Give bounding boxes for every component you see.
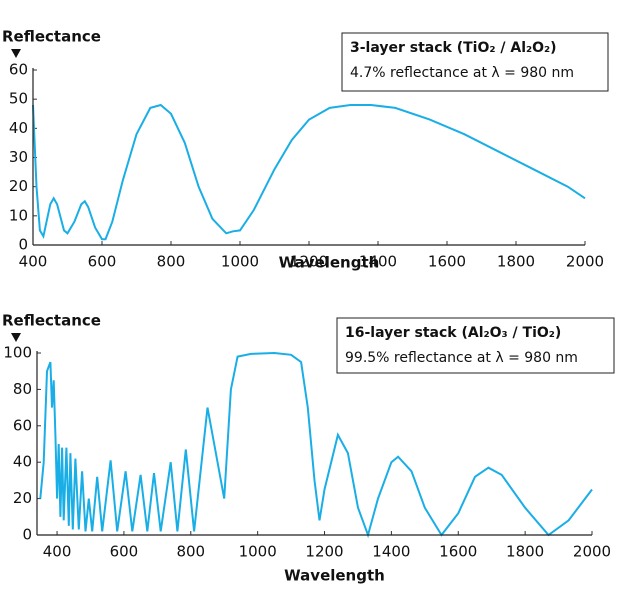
y-tick-label: 40 — [13, 453, 32, 471]
y-tick-label: 30 — [9, 148, 28, 166]
data-line — [32, 103, 586, 241]
y-tick-label: 0 — [22, 526, 32, 544]
x-axis-label: Wavelength — [284, 567, 385, 585]
x-tick-label: 600 — [110, 543, 139, 561]
x-tick-label: 1600 — [428, 253, 466, 271]
x-tick-label: 1200 — [290, 253, 328, 271]
x-tick-label: 2000 — [566, 253, 604, 271]
x-tick-label: 800 — [157, 253, 186, 271]
y-tick-label: 0 — [18, 236, 28, 254]
x-tick-label: 600 — [88, 253, 117, 271]
y-axis-label: Reflectance — [2, 312, 101, 330]
y-axis-label: Reflectance — [2, 28, 101, 46]
data-line — [39, 351, 593, 539]
x-tick-label: 1800 — [497, 253, 535, 271]
y-tick-label: 100 — [3, 344, 32, 362]
annotation-box — [336, 317, 615, 374]
y-axis-arrow — [11, 49, 21, 58]
x-tick-label: 1000 — [239, 543, 277, 561]
y-axis-arrow — [11, 333, 21, 342]
y-tick-label: 20 — [9, 177, 28, 195]
annotation: 99.5% reflectance at λ = 980 nm — [345, 350, 578, 366]
y-tick-label: 60 — [13, 416, 32, 434]
y-tick-label: 40 — [9, 119, 28, 137]
annotation: 4.7% reflectance at λ = 980 nm — [350, 65, 574, 81]
x-tick-label: 400 — [19, 253, 48, 271]
x-tick-label: 1400 — [372, 543, 410, 561]
annotation: 3-layer stack (TiO₂ / Al₂O₂) — [350, 40, 557, 56]
x-tick-label: 1400 — [359, 253, 397, 271]
x-tick-label: 2000 — [573, 543, 611, 561]
x-tick-label: 1200 — [305, 543, 343, 561]
y-tick-label: 60 — [9, 61, 28, 79]
x-tick-label: 800 — [176, 543, 205, 561]
x-tick-label: 1800 — [506, 543, 544, 561]
y-tick-label: 10 — [9, 206, 28, 224]
annotation: 16-layer stack (Al₂O₃ / TiO₂) — [345, 325, 561, 341]
y-tick-label: 20 — [13, 489, 32, 507]
y-tick-label: 50 — [9, 90, 28, 108]
x-axis-label: Wavelength — [279, 254, 380, 272]
x-tick-label: 1600 — [439, 543, 477, 561]
y-tick-label: 80 — [13, 380, 32, 398]
annotation-box — [341, 32, 609, 92]
x-tick-label: 1000 — [221, 253, 259, 271]
x-tick-label: 400 — [43, 543, 72, 561]
